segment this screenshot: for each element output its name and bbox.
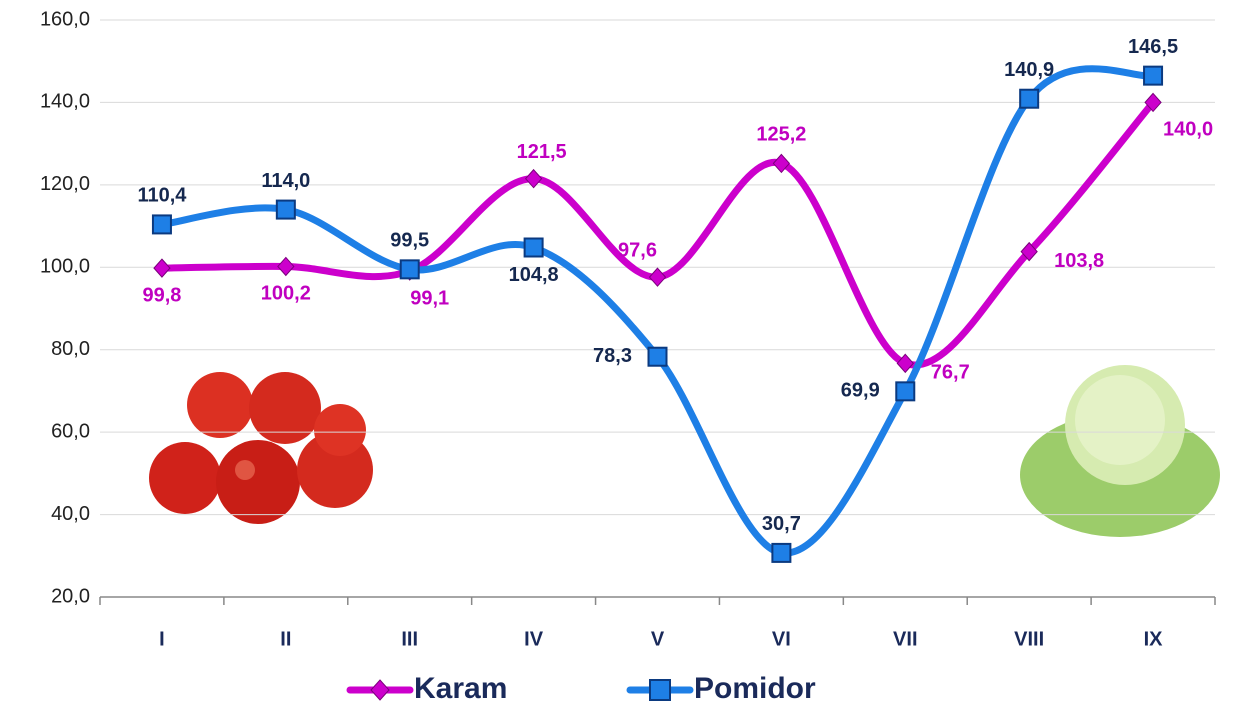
x-tick-label: IV: [524, 628, 544, 650]
y-tick-label: 100,0: [40, 256, 90, 278]
x-tick-label: I: [159, 628, 165, 650]
chart: 20,040,060,080,0100,0120,0140,0160,0IIII…: [0, 0, 1248, 707]
x-tick-label: III: [401, 628, 418, 650]
value-label: 146,5: [1128, 36, 1178, 58]
legend-label: Pomidor: [694, 672, 816, 705]
y-tick-label: 80,0: [51, 338, 90, 360]
value-label: 110,4: [137, 185, 187, 207]
marker: [1020, 90, 1038, 108]
y-tick-label: 20,0: [51, 585, 90, 607]
legend-marker: [371, 680, 389, 700]
value-label: 99,8: [142, 284, 181, 306]
value-label: 140,9: [1004, 59, 1054, 81]
marker: [401, 260, 419, 278]
value-label: 104,8: [509, 264, 559, 286]
x-tick-label: IX: [1144, 628, 1164, 650]
value-label: 125,2: [756, 124, 806, 146]
marker: [772, 544, 790, 562]
marker: [153, 215, 171, 233]
x-tick-label: VI: [772, 628, 791, 650]
x-tick-label: V: [651, 628, 665, 650]
y-tick-label: 140,0: [40, 91, 90, 113]
x-tick-label: VII: [893, 628, 917, 650]
marker: [525, 239, 543, 257]
value-label: 76,7: [931, 362, 970, 384]
x-tick-label: II: [280, 628, 291, 650]
value-label: 140,0: [1163, 119, 1213, 141]
x-tick-label: VIII: [1014, 628, 1044, 650]
marker: [278, 257, 294, 275]
y-tick-label: 60,0: [51, 420, 90, 442]
value-label: 99,1: [410, 287, 449, 309]
y-tick-label: 160,0: [40, 8, 90, 30]
value-label: 97,6: [618, 239, 657, 261]
value-label: 100,2: [261, 283, 311, 305]
value-label: 78,3: [593, 345, 632, 367]
marker: [649, 348, 667, 366]
marker: [277, 201, 295, 219]
legend-marker: [650, 680, 670, 700]
value-label: 114,0: [261, 170, 310, 192]
legend-label: Karam: [414, 672, 507, 705]
marker: [650, 268, 666, 286]
value-label: 69,9: [841, 380, 880, 402]
value-label: 30,7: [762, 513, 801, 535]
value-label: 121,5: [517, 141, 567, 163]
y-tick-label: 120,0: [40, 173, 90, 195]
marker: [154, 259, 170, 277]
value-label: 103,8: [1054, 250, 1104, 272]
tomato-picture: [149, 372, 373, 524]
cabbage-picture: [1020, 365, 1220, 537]
value-label: 99,5: [390, 230, 429, 252]
marker: [1144, 67, 1162, 85]
y-tick-label: 40,0: [51, 503, 90, 525]
marker: [896, 382, 914, 400]
